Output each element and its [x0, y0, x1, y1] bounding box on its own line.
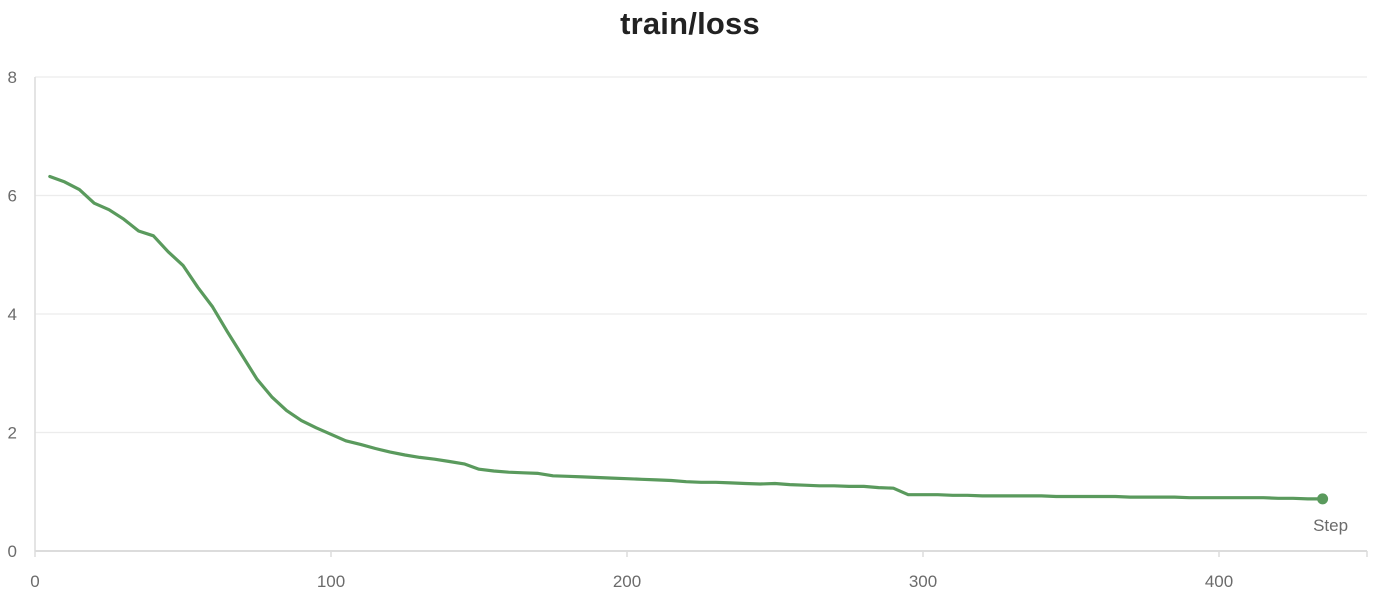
series: [48, 174, 1329, 505]
chart-title: train/loss: [620, 6, 760, 41]
x-tick-label: 100: [317, 572, 345, 591]
series-line: [48, 174, 1325, 501]
x-tick-label: 300: [909, 572, 937, 591]
x-tick-label: 0: [30, 572, 39, 591]
y-tick-label: 8: [8, 68, 17, 87]
x-tick-label: 400: [1205, 572, 1233, 591]
axes: [34, 77, 1368, 557]
x-tick-label: 200: [613, 572, 641, 591]
y-tick-label: 4: [8, 305, 17, 324]
y-tick-labels: 0 2 4 6 8: [8, 68, 17, 561]
series-end-point[interactable]: [1317, 493, 1329, 505]
grid-lines: [35, 76, 1367, 434]
y-tick-label: 2: [8, 424, 17, 443]
x-axis-label: Step: [1313, 516, 1348, 535]
y-tick-label: 0: [8, 542, 17, 561]
y-tick-label: 6: [8, 187, 17, 206]
x-tick-labels: 0 100 200 300 400: [30, 572, 1233, 591]
